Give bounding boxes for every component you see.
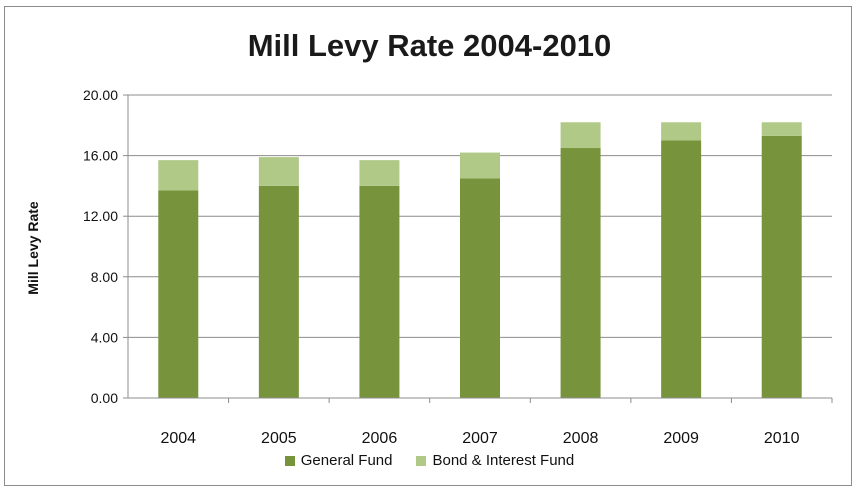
bar-bond-interest-fund	[761, 122, 802, 136]
bar-general-fund	[258, 185, 299, 398]
bar-bond-interest-fund	[158, 160, 199, 191]
bar-series	[158, 122, 802, 398]
bar-general-fund	[661, 140, 702, 398]
bar-bond-interest-fund	[359, 160, 400, 186]
x-tick-label: 2004	[160, 430, 196, 447]
legend-swatch-general-fund	[284, 455, 295, 466]
x-tick-label: 2007	[462, 430, 498, 447]
legend: General Fund Bond & Interest Fund	[0, 452, 859, 469]
x-tick-label: 2009	[663, 430, 699, 447]
bar-bond-interest-fund	[560, 122, 601, 149]
bar-bond-interest-fund	[460, 152, 500, 179]
legend-item-bond-interest-fund: Bond & Interest Fund	[416, 452, 574, 469]
x-tick-label: 2010	[764, 430, 800, 447]
bar-general-fund	[460, 178, 500, 398]
chart-title: Mill Levy Rate 2004-2010	[247, 28, 612, 63]
y-axis-label: Mill Levy Rate	[25, 201, 41, 295]
bar-general-fund	[359, 185, 400, 398]
legend-label-bond-interest-fund: Bond & Interest Fund	[432, 452, 575, 469]
bar-general-fund	[158, 190, 199, 398]
y-tick-label: 4.00	[91, 329, 118, 345]
x-tick-label: 2008	[563, 430, 599, 447]
x-tick-label: 2006	[362, 430, 398, 447]
y-tick-label: 16.00	[83, 148, 118, 164]
legend-label-general-fund: General Fund	[300, 452, 393, 469]
y-tick-label: 12.00	[83, 208, 118, 224]
bar-general-fund	[761, 135, 802, 398]
legend-item-general-fund: General Fund	[284, 452, 393, 469]
bar-bond-interest-fund	[258, 157, 299, 186]
y-tick-label: 8.00	[91, 269, 118, 285]
x-tick-label: 2005	[261, 430, 297, 447]
bar-bond-interest-fund	[661, 122, 702, 141]
legend-swatch-bond-interest-fund	[416, 455, 427, 466]
chart-frame	[4, 6, 852, 486]
bar-general-fund	[560, 148, 601, 398]
axes: 0.00 4.00 8.00 12.00 16.00 20.00 2004 2005 2006 2…	[83, 87, 833, 447]
y-tick-label: 20.00	[83, 87, 118, 103]
y-tick-label: 0.00	[91, 390, 118, 406]
